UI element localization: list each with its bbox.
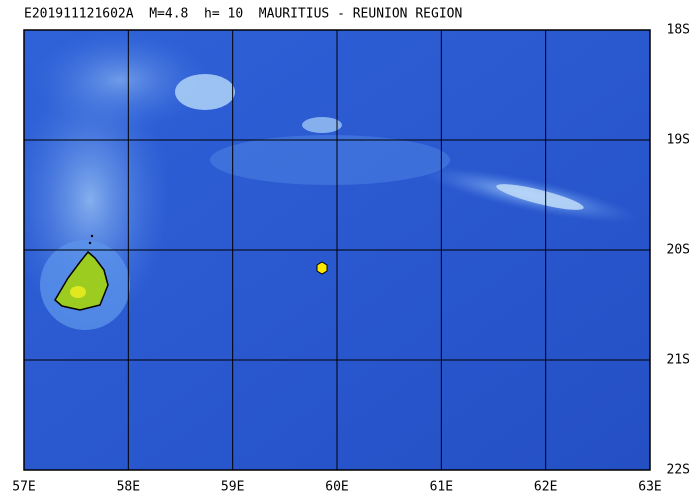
longitude-label: 63E xyxy=(638,480,661,495)
longitude-label: 59E xyxy=(221,480,244,495)
graticule xyxy=(24,30,650,470)
shelf xyxy=(30,30,210,130)
longitude-label: 62E xyxy=(534,480,557,495)
island-highland xyxy=(70,286,86,298)
axis-labels: 57E 58E 59E 60E 61E 62E 63E 18S 19S 20S 21S 22S xyxy=(12,23,690,495)
latitude-label: 18S xyxy=(667,23,690,38)
latitude-label: 21S xyxy=(667,353,690,368)
longitude-label: 60E xyxy=(325,480,348,495)
longitude-label: 61E xyxy=(430,480,453,495)
latitude-label: 19S xyxy=(667,133,690,148)
shoal xyxy=(302,117,342,133)
islet xyxy=(88,241,92,245)
island-mauritius xyxy=(54,250,109,311)
longitude-label: 58E xyxy=(117,480,140,495)
map-border xyxy=(23,29,651,471)
latitude-label: 20S xyxy=(667,243,690,258)
latitude-label: 22S xyxy=(667,463,690,478)
shoal xyxy=(175,74,235,110)
map-title: E201911121602A M=4.8 h= 10 MAURITIUS - R… xyxy=(24,7,462,22)
ridge xyxy=(496,184,584,210)
islet xyxy=(90,234,94,238)
epicenter xyxy=(316,261,328,275)
map-area xyxy=(24,30,650,470)
shelf xyxy=(210,135,450,185)
longitude-label: 57E xyxy=(12,480,35,495)
